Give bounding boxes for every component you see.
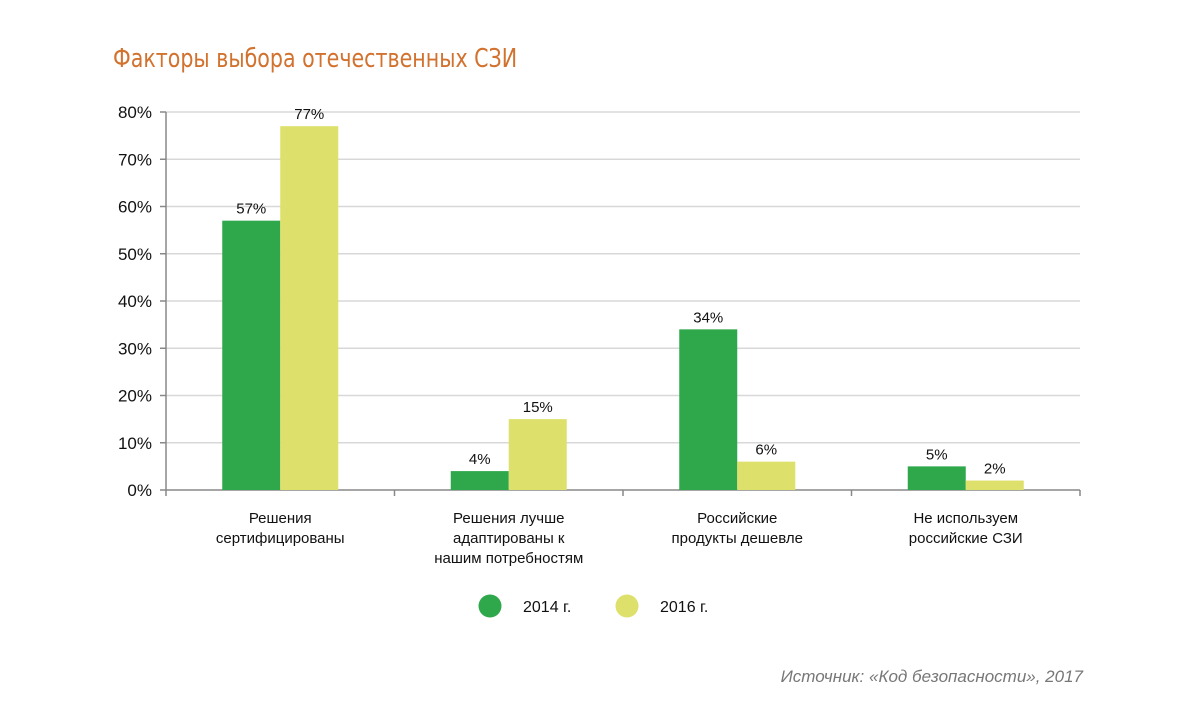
y-tick-label: 20% (118, 387, 152, 406)
x-category-label: Российские (697, 510, 777, 527)
bar (679, 329, 738, 490)
y-tick-label: 50% (118, 245, 152, 264)
bar (450, 471, 509, 490)
y-tick-label: 60% (118, 198, 152, 217)
bar (907, 466, 966, 490)
x-category-label: продукты дешевле (672, 530, 803, 547)
y-tick-label: 10% (118, 434, 152, 453)
data-label: 2% (984, 461, 1006, 478)
data-label: 5% (926, 446, 948, 463)
legend-swatch (615, 594, 639, 618)
bar (737, 461, 796, 490)
legend-label: 2014 г. (523, 599, 571, 616)
bar (222, 220, 281, 491)
y-tick-label: 40% (118, 292, 152, 311)
data-label: 34% (693, 309, 723, 326)
y-tick-label: 0% (127, 481, 152, 500)
data-label: 4% (469, 451, 491, 468)
bar (280, 126, 339, 491)
bar (965, 480, 1024, 490)
x-category-label: Не используем (913, 510, 1018, 527)
data-label: 15% (523, 399, 553, 416)
chart-title: Факторы выбора отечественных СЗИ (113, 44, 518, 74)
x-category-label: Решения (249, 510, 312, 527)
x-category-label: нашим потребностям (434, 550, 583, 567)
data-label: 57% (236, 201, 266, 218)
bar (508, 419, 567, 490)
x-category-label: адаптированы к (453, 530, 565, 547)
legend-swatch (478, 594, 502, 618)
y-tick-label: 70% (118, 150, 152, 169)
data-label: 6% (755, 442, 777, 459)
x-category-label: Решения лучше (453, 510, 564, 527)
x-category-label: сертифицированы (216, 530, 345, 547)
legend-label: 2016 г. (660, 599, 708, 616)
y-tick-label: 80% (118, 103, 152, 122)
source-note: Источник: «Код безопасности», 2017 (780, 667, 1083, 686)
data-label: 77% (294, 106, 324, 123)
y-tick-label: 30% (118, 339, 152, 358)
x-category-label: российские СЗИ (909, 530, 1023, 547)
